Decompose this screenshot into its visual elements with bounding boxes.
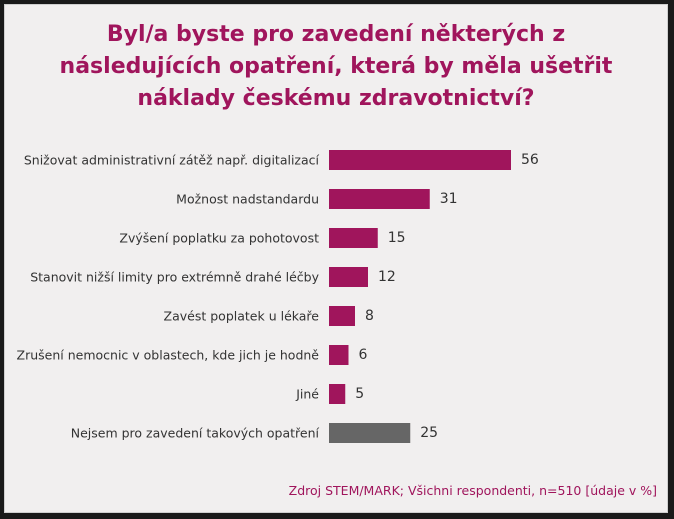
value-label: 5 [355, 386, 364, 402]
category-label: Zavést poplatek u lékaře [164, 309, 320, 324]
value-label: 12 [378, 269, 396, 285]
bar [329, 423, 411, 443]
bar [329, 267, 368, 287]
category-label: Snižovat administrativní zátěž např. dig… [24, 153, 320, 168]
value-label: 25 [420, 425, 438, 441]
category-label: Stanovit nižší limity pro extrémně drahé… [30, 270, 319, 285]
bar [329, 228, 378, 248]
source-note: Zdroj STEM/MARK; Všichni respondenti, n=… [288, 483, 657, 498]
chart-panel: Byl/a byste pro zavedení některých z nás… [4, 4, 668, 513]
value-label: 15 [388, 230, 406, 246]
chart-title-line-2: následujících opatření, která by měla uš… [59, 54, 613, 79]
category-label: Zrušení nemocnic v oblastech, kde jich j… [17, 348, 320, 363]
chart-title-line-1: Byl/a byste pro zavedení některých z [106, 22, 566, 47]
value-label: 6 [359, 347, 368, 363]
bar [329, 345, 349, 365]
category-label: Nejsem pro zavedení takových opatření [71, 426, 320, 441]
category-label: Zvýšení poplatku za pohotovost [119, 231, 319, 246]
category-label: Možnost nadstandardu [176, 192, 319, 207]
value-label: 8 [365, 308, 374, 324]
bar [329, 384, 346, 404]
chart-title: Byl/a byste pro zavedení některých z nás… [5, 19, 667, 115]
bar-chart: Snižovat administrativní zátěž např. dig… [17, 150, 539, 443]
bar [329, 306, 355, 326]
category-label: Jiné [295, 387, 319, 402]
chart-title-line-3: náklady českému zdravotnictví? [137, 86, 535, 111]
value-label: 31 [440, 191, 458, 207]
bar [329, 150, 511, 170]
value-label: 56 [521, 152, 539, 168]
bar [329, 189, 430, 209]
